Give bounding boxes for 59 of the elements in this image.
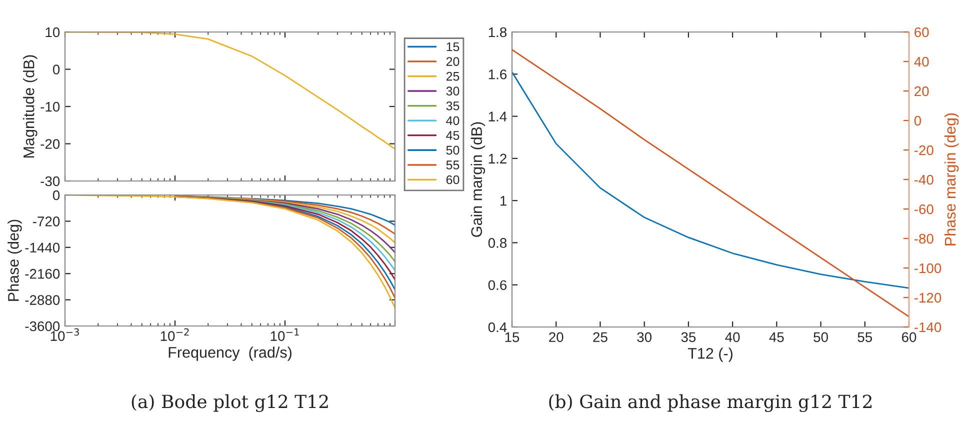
x-tick-label: 45 xyxy=(769,332,784,342)
y2-tick-label: 20 xyxy=(914,86,929,96)
y-tick-label: 1.8 xyxy=(488,27,507,38)
y2-tick-label: 0 xyxy=(914,116,922,126)
x-axis-title: T12 (-) xyxy=(688,348,732,362)
y-tick-label: -720 xyxy=(32,216,60,226)
text: (a) Bode plot g12 T12 xyxy=(132,394,328,412)
y-axis-title: Magnitude (dB) xyxy=(23,55,38,158)
y-tick-label: -20 xyxy=(40,139,60,149)
y-tick-label: -2160 xyxy=(25,268,60,279)
x-tick-label: 40 xyxy=(725,332,740,342)
y2-tick-label: -140 xyxy=(914,322,942,332)
legend-label: 45 xyxy=(446,131,460,140)
legend-label: 40 xyxy=(446,116,460,126)
y2-tick-label: -120 xyxy=(914,292,942,303)
y-tick-label: 0 xyxy=(52,190,60,200)
y2-axis-title: Phase margin (deg) xyxy=(944,113,959,246)
y-tick-label: -1440 xyxy=(25,242,60,253)
y-tick-label: -2880 xyxy=(25,295,60,305)
y2-tick-label: -40 xyxy=(914,174,934,185)
legend-label: 60 xyxy=(446,175,460,184)
y-tick-label: 0.4 xyxy=(488,322,507,332)
y2-tick-label: -80 xyxy=(914,234,934,244)
legend-label: 15 xyxy=(446,42,460,52)
x-tick-label: 55 xyxy=(858,332,872,342)
x-axis-title: Frequency (rad/s) xyxy=(168,346,292,361)
y2-tick-label: -60 xyxy=(914,204,934,214)
y-tick-label: 1.4 xyxy=(488,112,507,122)
x-tick-label: 50 xyxy=(814,332,828,342)
y-tick-label: 10 xyxy=(46,27,60,38)
legend-label: 25 xyxy=(446,72,460,81)
x-tick-label: 25 xyxy=(593,332,608,342)
y-tick-label: 1.2 xyxy=(488,154,506,164)
x-tick-label: 15 xyxy=(505,332,520,342)
y2-tick-label: 60 xyxy=(914,27,929,38)
legend-label: 50 xyxy=(446,146,460,155)
y2-tick-label: 40 xyxy=(914,56,929,67)
y-tick-label: 1 xyxy=(500,196,506,206)
x-tick-label: 10$^{−1}$ xyxy=(270,328,299,341)
y-axis-title: Gain margin (dB) xyxy=(470,122,486,237)
y2-tick-label: -20 xyxy=(914,145,934,156)
x-tick-label: 60 xyxy=(902,332,916,342)
legend-label: 55 xyxy=(446,160,460,170)
text: (b) Gain and phase margin g12 T12 xyxy=(549,394,872,412)
y-tick-label: 0.8 xyxy=(488,238,507,248)
y-tick-label: 0 xyxy=(52,64,60,74)
y-tick-label: -30 xyxy=(40,176,60,186)
x-tick-label: 20 xyxy=(549,332,564,342)
legend-label: 20 xyxy=(446,57,460,66)
legend-label: 30 xyxy=(446,86,460,96)
y-axis-title: Phase (deg) xyxy=(8,220,22,301)
legend-label: 35 xyxy=(446,101,460,110)
y2-tick-label: -100 xyxy=(914,263,942,274)
y-tick-label: 1.6 xyxy=(488,69,507,80)
x-tick-label: 30 xyxy=(637,332,652,342)
x-tick-label: 10$^{−2}$ xyxy=(160,328,189,341)
y-tick-label: -10 xyxy=(40,102,60,112)
y-tick-label: 0.6 xyxy=(488,280,507,290)
x-tick-label: 35 xyxy=(681,332,696,342)
